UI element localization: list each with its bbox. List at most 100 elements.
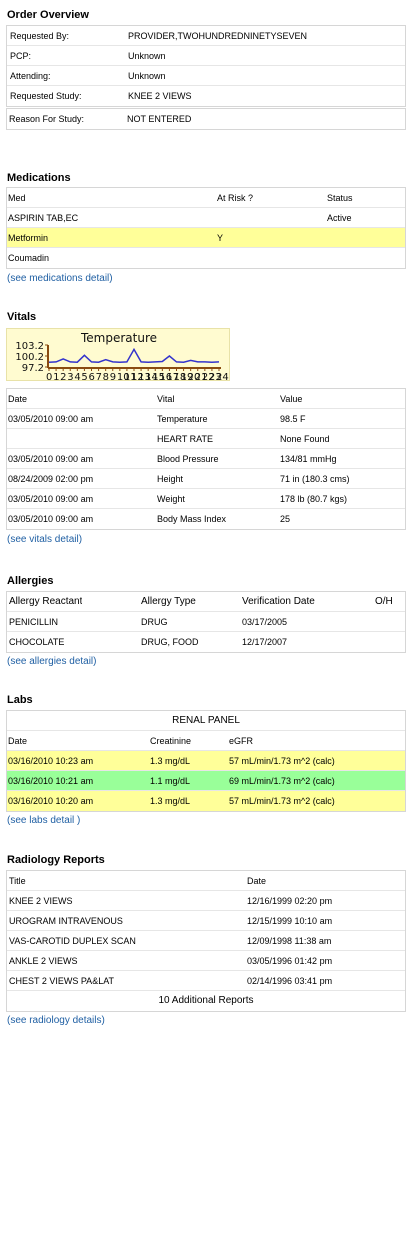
report-date: 12/09/1998 11:38 am: [247, 936, 332, 946]
at-risk-header: At Risk ?: [217, 193, 254, 203]
report-title: KNEE 2 VIEWS: [9, 896, 73, 906]
table-row: ASPIRIN TAB,EC Active: [7, 208, 405, 228]
vital-date: 03/05/2010 09:00 am: [8, 514, 94, 524]
value-header: Value: [280, 394, 303, 404]
creatinine-value: 1.3 mg/dL: [150, 796, 191, 806]
medications-title: Medications: [7, 172, 71, 184]
verification-date-header: Verification Date: [242, 596, 315, 607]
x-tick-label: 0: [46, 372, 52, 382]
report-date: 02/14/1996 03:41 pm: [247, 976, 333, 986]
vital-name: Temperature: [157, 414, 208, 424]
table-row: 03/16/2010 10:23 am 1.3 mg/dL 57 mL/min/…: [7, 751, 405, 771]
report-title: ANKLE 2 VIEWS: [9, 956, 78, 966]
lab-date: 03/16/2010 10:21 am: [8, 776, 94, 786]
lab-date-header: Date: [8, 736, 28, 746]
medications-detail-link[interactable]: (see medications detail): [7, 273, 113, 284]
allergies-detail-link[interactable]: (see allergies detail): [7, 656, 97, 667]
order-overview-table: Requested By: PROVIDER,TWOHUNDREDNINETYS…: [6, 25, 406, 107]
verification-date: 03/17/2005: [242, 617, 288, 627]
table-row: 03/05/2010 09:00 am Body Mass Index 25: [7, 509, 405, 529]
allergy-reactant: CHOCOLATE: [9, 637, 65, 647]
x-tick-label: 15: [152, 372, 165, 382]
allergy-type: DRUG: [141, 617, 168, 627]
reason-for-study-table: Reason For Study: NOT ENTERED: [6, 108, 406, 130]
radiology-table: Title Date KNEE 2 VIEWS 12/16/1999 02:20…: [6, 870, 406, 1012]
requested-by-label: Requested By:: [10, 31, 70, 41]
verification-date: 12/17/2007: [242, 637, 288, 647]
x-tick-label: 4: [74, 372, 80, 382]
vital-value: 71 in (180.3 cms): [280, 474, 350, 484]
table-row: CHOCOLATE DRUG, FOOD 12/17/2007: [7, 632, 405, 652]
vital-date: 03/05/2010 09:00 am: [8, 454, 94, 464]
report-title: UROGRAM INTRAVENOUS: [9, 916, 123, 926]
table-row: 03/05/2010 09:00 am Blood Pressure 134/8…: [7, 449, 405, 469]
radiology-title-header: Title: [9, 876, 26, 886]
x-tick-label: 12: [131, 372, 144, 382]
radiology-detail-link[interactable]: (see radiology details): [7, 1015, 105, 1026]
x-tick-label: 16: [159, 372, 172, 382]
x-tick-label: 5: [81, 372, 87, 382]
reactant-header: Allergy Reactant: [9, 596, 83, 607]
y-tick-label: 97.2: [22, 363, 44, 374]
lab-panel-row: RENAL PANEL: [7, 711, 405, 731]
x-tick-label: 2: [60, 372, 66, 382]
table-row: 03/05/2010 09:00 am Temperature 98.5 F: [7, 409, 405, 429]
table-row: UROGRAM INTRAVENOUS 12/15/1999 10:10 am: [7, 911, 405, 931]
temperature-chart: Temperature 103.2 100.2 97.2 0 1 2 3 4 5 6 7 8 9 10 11 1…: [6, 328, 230, 383]
med-at-risk: Y: [217, 233, 224, 243]
attending-value: Unknown: [128, 71, 166, 81]
med-name: ASPIRIN TAB,EC: [8, 213, 79, 223]
egfr-value: 69 mL/min/1.73 m^2 (calc): [229, 776, 335, 786]
additional-reports: 10 Additional Reports: [158, 995, 254, 1006]
vital-name: Body Mass Index: [157, 514, 227, 524]
vital-name: Height: [157, 474, 184, 484]
vitals-detail-link[interactable]: (see vitals detail): [7, 534, 83, 545]
creatinine-header: Creatinine: [150, 736, 192, 746]
creatinine-value: 1.3 mg/dL: [150, 756, 191, 766]
y-tick-label: 100.2: [15, 352, 44, 363]
med-name: Metformin: [8, 233, 49, 243]
report-date: 12/15/1999 10:10 am: [247, 916, 333, 926]
report-title: VAS-CAROTID DUPLEX SCAN: [9, 936, 136, 946]
vital-value: 178 lb (80.7 kgs): [280, 494, 348, 504]
table-row: 08/24/2009 02:00 pm Height 71 in (180.3 …: [7, 469, 405, 489]
x-tick-label: 13: [138, 372, 151, 382]
vital-value: None Found: [280, 434, 330, 444]
reason-label: Reason For Study:: [9, 114, 85, 124]
labs-detail-link[interactable]: (see labs detail ): [7, 815, 81, 826]
table-header-row: Med At Risk ? Status: [7, 188, 405, 208]
vital-value: 134/81 mmHg: [280, 454, 337, 464]
x-tick-label: 18: [174, 372, 187, 382]
vital-value: 98.5 F: [280, 414, 306, 424]
table-row: KNEE 2 VIEWS 12/16/1999 02:20 pm: [7, 891, 405, 911]
table-header-row: Allergy Reactant Allergy Type Verificati…: [7, 592, 405, 612]
lab-date: 03/16/2010 10:20 am: [8, 796, 94, 806]
temperature-series-line: [48, 347, 220, 363]
table-row: Requested Study: KNEE 2 VIEWS: [7, 86, 405, 106]
labs-title: Labs: [7, 694, 33, 706]
vitals-title: Vitals: [7, 311, 37, 323]
additional-reports-row: 10 Additional Reports: [7, 991, 405, 1011]
table-row: Metformin Y: [7, 228, 405, 248]
x-tick-label: 24: [216, 372, 229, 382]
med-header: Med: [8, 193, 26, 203]
labs-table: RENAL PANEL Date Creatinine eGFR 03/16/2…: [6, 710, 406, 812]
status-header: Status: [327, 193, 353, 203]
table-header-row: Date Vital Value: [7, 389, 405, 409]
attending-label: Attending:: [10, 71, 51, 81]
medications-table: Med At Risk ? Status ASPIRIN TAB,EC Acti…: [6, 187, 406, 269]
x-tick-label: 8: [103, 372, 109, 382]
table-row: CHEST 2 VIEWS PA&LAT 02/14/1996 03:41 pm: [7, 971, 405, 991]
table-row: ANKLE 2 VIEWS 03/05/1996 01:42 pm: [7, 951, 405, 971]
requested-by-value: PROVIDER,TWOHUNDREDNINETYSEVEN: [128, 31, 308, 41]
report-title: CHEST 2 VIEWS PA&LAT: [9, 976, 115, 986]
vital-date: 08/24/2009 02:00 pm: [8, 474, 94, 484]
vital-header: Vital: [157, 394, 175, 404]
vital-name: HEART RATE: [157, 434, 214, 444]
allergy-reactant: PENICILLIN: [9, 617, 59, 627]
vital-date: 03/05/2010 09:00 am: [8, 414, 94, 424]
order-overview-title: Order Overview: [7, 9, 89, 21]
oh-header: O/H: [375, 596, 393, 607]
x-tick-label: 22: [202, 372, 215, 382]
table-row: Requested By: PROVIDER,TWOHUNDREDNINETYS…: [7, 26, 405, 46]
